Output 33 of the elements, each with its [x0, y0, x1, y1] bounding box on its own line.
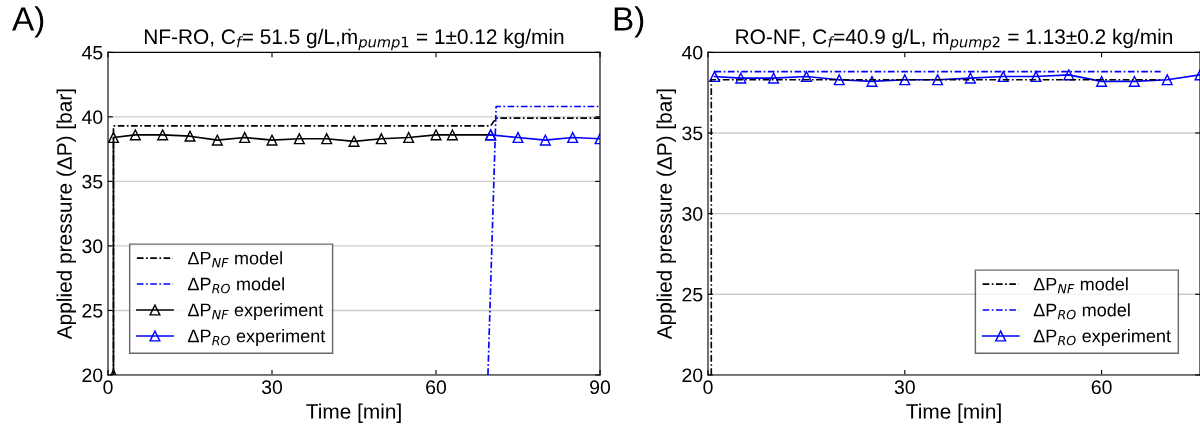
- y-tick-label: 40: [681, 45, 703, 60]
- x-axis-title: Time [min]: [306, 403, 401, 423]
- x-tick-label: 30: [261, 380, 283, 395]
- y-tick-label: 25: [682, 287, 703, 302]
- chart-title: NF-RO, C$_{f}$= 51.5 g/L,ṁ$_{pump1}$ = 1±0.12 kg/min: [144, 28, 564, 51]
- x-tick-label: 30: [894, 380, 915, 395]
- x-tick-label: 60: [1091, 380, 1112, 395]
- y-tick-label: 35: [682, 126, 703, 141]
- text: A): [12, 6, 44, 38]
- y-axis-title: Applied pressure (ΔP) [bar]: [656, 89, 676, 340]
- y-tick-label: 30: [682, 207, 703, 221]
- y-tick-label: 20: [82, 368, 103, 383]
- legend-label: ΔP$_{RO}$ model: [1033, 303, 1130, 320]
- legend-label: ΔP$_{NF}$ experiment: [187, 303, 324, 320]
- text: B): [614, 6, 644, 38]
- y-tick-label: 20: [682, 368, 703, 383]
- chart-title: RO-NF, C$_{f}$=40.9 g/L, ṁ$_{pump2}$ = 1.13±0.2 kg/min: [736, 28, 1172, 51]
- x-tick-label: 0: [703, 380, 713, 395]
- x-tick-label: 0: [103, 380, 113, 395]
- y-tick-label: 45: [81, 45, 103, 60]
- y-tick-label: 35: [82, 174, 103, 189]
- legend-label: ΔP$_{NF}$ model: [1033, 277, 1128, 294]
- legend-label: ΔP$_{NF}$ model: [187, 251, 282, 268]
- x-axis-title: Time [min]: [906, 403, 1001, 423]
- legend-label: ΔP$_{RO}$ experiment: [1033, 329, 1171, 346]
- legend-label: ΔP$_{RO}$ experiment: [187, 329, 326, 346]
- legend-label: ΔP$_{RO}$ model: [187, 277, 284, 294]
- x-tick-label: 90: [590, 380, 611, 395]
- y-tick-label: 30: [82, 239, 103, 254]
- x-tick-label: 60: [426, 380, 447, 395]
- y-axis-title: Applied pressure (ΔP) [bar]: [56, 89, 76, 340]
- y-tick-label: 40: [81, 110, 103, 125]
- y-tick-label: 25: [82, 303, 103, 318]
